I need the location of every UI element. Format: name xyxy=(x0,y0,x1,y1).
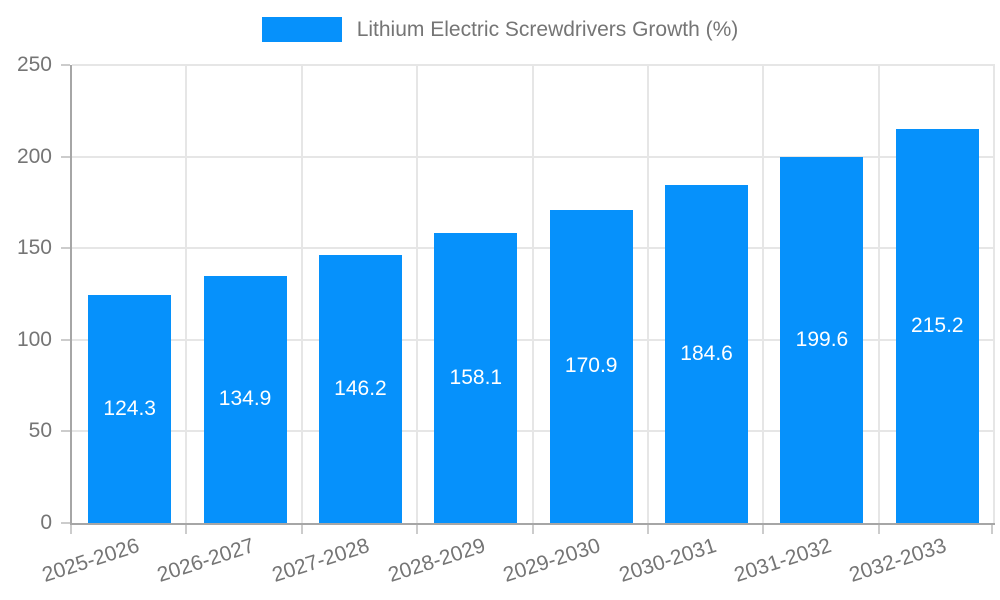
bar[interactable]: 199.6 xyxy=(780,157,864,523)
y-axis-label: 50 xyxy=(28,419,52,443)
x-gridline xyxy=(531,65,534,523)
y-gridline xyxy=(72,155,995,158)
x-axis-label: 2030-2031 xyxy=(616,534,719,587)
bar[interactable]: 146.2 xyxy=(318,255,402,523)
bar[interactable]: 158.1 xyxy=(434,233,518,523)
x-axis-tick xyxy=(877,525,880,534)
bar-value-label: 215.2 xyxy=(911,313,964,337)
x-gridline xyxy=(185,65,188,523)
y-axis-tick xyxy=(61,64,70,66)
x-gridline xyxy=(877,65,880,523)
plot-area: 124.3 134.9 146.2 158.1 170.9 184.6 199.6 215.2 xyxy=(70,64,995,525)
y-axis-tick xyxy=(61,522,70,524)
x-axis-tick xyxy=(646,525,649,534)
chart-legend: Lithium Electric Screwdrivers Growth (%) xyxy=(0,17,1000,42)
y-axis-tick xyxy=(61,155,70,158)
x-axis-label: 2025-2026 xyxy=(39,534,142,587)
y-axis-tick xyxy=(61,338,70,341)
bar-value-label: 134.9 xyxy=(218,387,272,411)
x-axis-tick xyxy=(70,525,72,534)
x-axis-tick xyxy=(300,525,303,534)
bar-value-label: 199.6 xyxy=(795,328,849,352)
x-gridline xyxy=(646,65,649,523)
bar[interactable]: 124.3 xyxy=(88,295,172,523)
y-gridline xyxy=(72,430,995,433)
x-axis-tick xyxy=(531,525,534,534)
y-axis-label: 250 xyxy=(16,53,52,76)
y-gridline xyxy=(72,64,995,66)
x-gridline xyxy=(416,65,419,523)
y-axis-label: 0 xyxy=(40,511,52,534)
x-axis-tick xyxy=(185,525,188,534)
x-gridline xyxy=(762,65,765,523)
y-axis-label: 100 xyxy=(16,327,52,351)
y-gridline xyxy=(72,247,995,250)
y-axis-tick xyxy=(61,247,70,250)
bar[interactable]: 170.9 xyxy=(549,209,633,523)
x-axis-label: 2027-2028 xyxy=(269,534,373,587)
bar[interactable]: 215.2 xyxy=(895,128,979,523)
x-axis-tick xyxy=(991,525,993,534)
x-axis-label: 2029-2030 xyxy=(500,534,604,587)
bar-value-label: 158.1 xyxy=(449,366,503,390)
x-axis-label: 2031-2032 xyxy=(731,534,835,587)
bar[interactable]: 134.9 xyxy=(203,275,287,523)
x-axis-tick xyxy=(762,525,765,534)
bar-value-label: 146.2 xyxy=(334,377,387,401)
y-axis-tick xyxy=(61,430,70,433)
bar-value-label: 170.9 xyxy=(564,354,618,378)
x-gridline xyxy=(993,65,995,523)
x-axis-tick xyxy=(416,525,419,534)
bar-value-label: 184.6 xyxy=(680,341,733,365)
y-axis-label: 200 xyxy=(16,144,52,168)
x-gridline xyxy=(300,65,303,523)
legend-swatch[interactable] xyxy=(261,17,342,42)
legend-label[interactable]: Lithium Electric Screwdrivers Growth (%) xyxy=(356,17,739,41)
x-axis-label: 2032-2033 xyxy=(846,534,950,587)
bar-value-label: 124.3 xyxy=(103,397,156,421)
y-axis-label: 150 xyxy=(16,236,52,260)
bar[interactable]: 184.6 xyxy=(665,184,749,523)
x-axis-label: 2028-2029 xyxy=(385,534,488,587)
y-gridline xyxy=(72,338,995,341)
x-axis-label: 2026-2027 xyxy=(154,534,258,587)
